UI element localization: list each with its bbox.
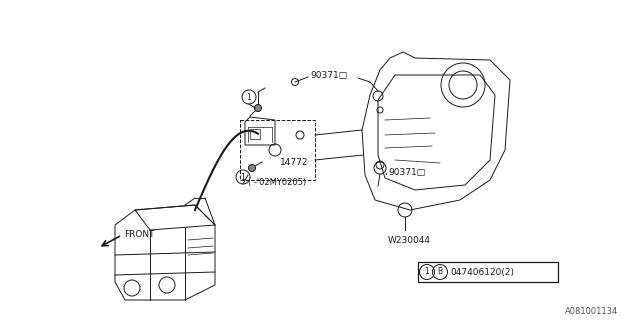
Circle shape [255,105,262,111]
Circle shape [248,164,255,172]
Text: A081001134: A081001134 [565,308,618,316]
Text: 1: 1 [246,92,252,101]
Bar [250,129,260,139]
Text: 90371□: 90371□ [388,167,425,177]
Bar [240,120,315,180]
Text: B: B [437,268,443,276]
Text: 047406120(2): 047406120(2) [450,268,514,276]
Text: FRONT: FRONT [124,229,154,238]
Text: 1: 1 [241,172,245,181]
Text: 14772: 14772 [280,157,308,166]
Text: 90371□: 90371□ [310,70,348,79]
Bar [418,262,558,282]
Text: 1: 1 [424,268,429,276]
Text: ( -'02MY0205): ( -'02MY0205) [248,178,306,187]
Text: W230044: W230044 [388,236,431,244]
